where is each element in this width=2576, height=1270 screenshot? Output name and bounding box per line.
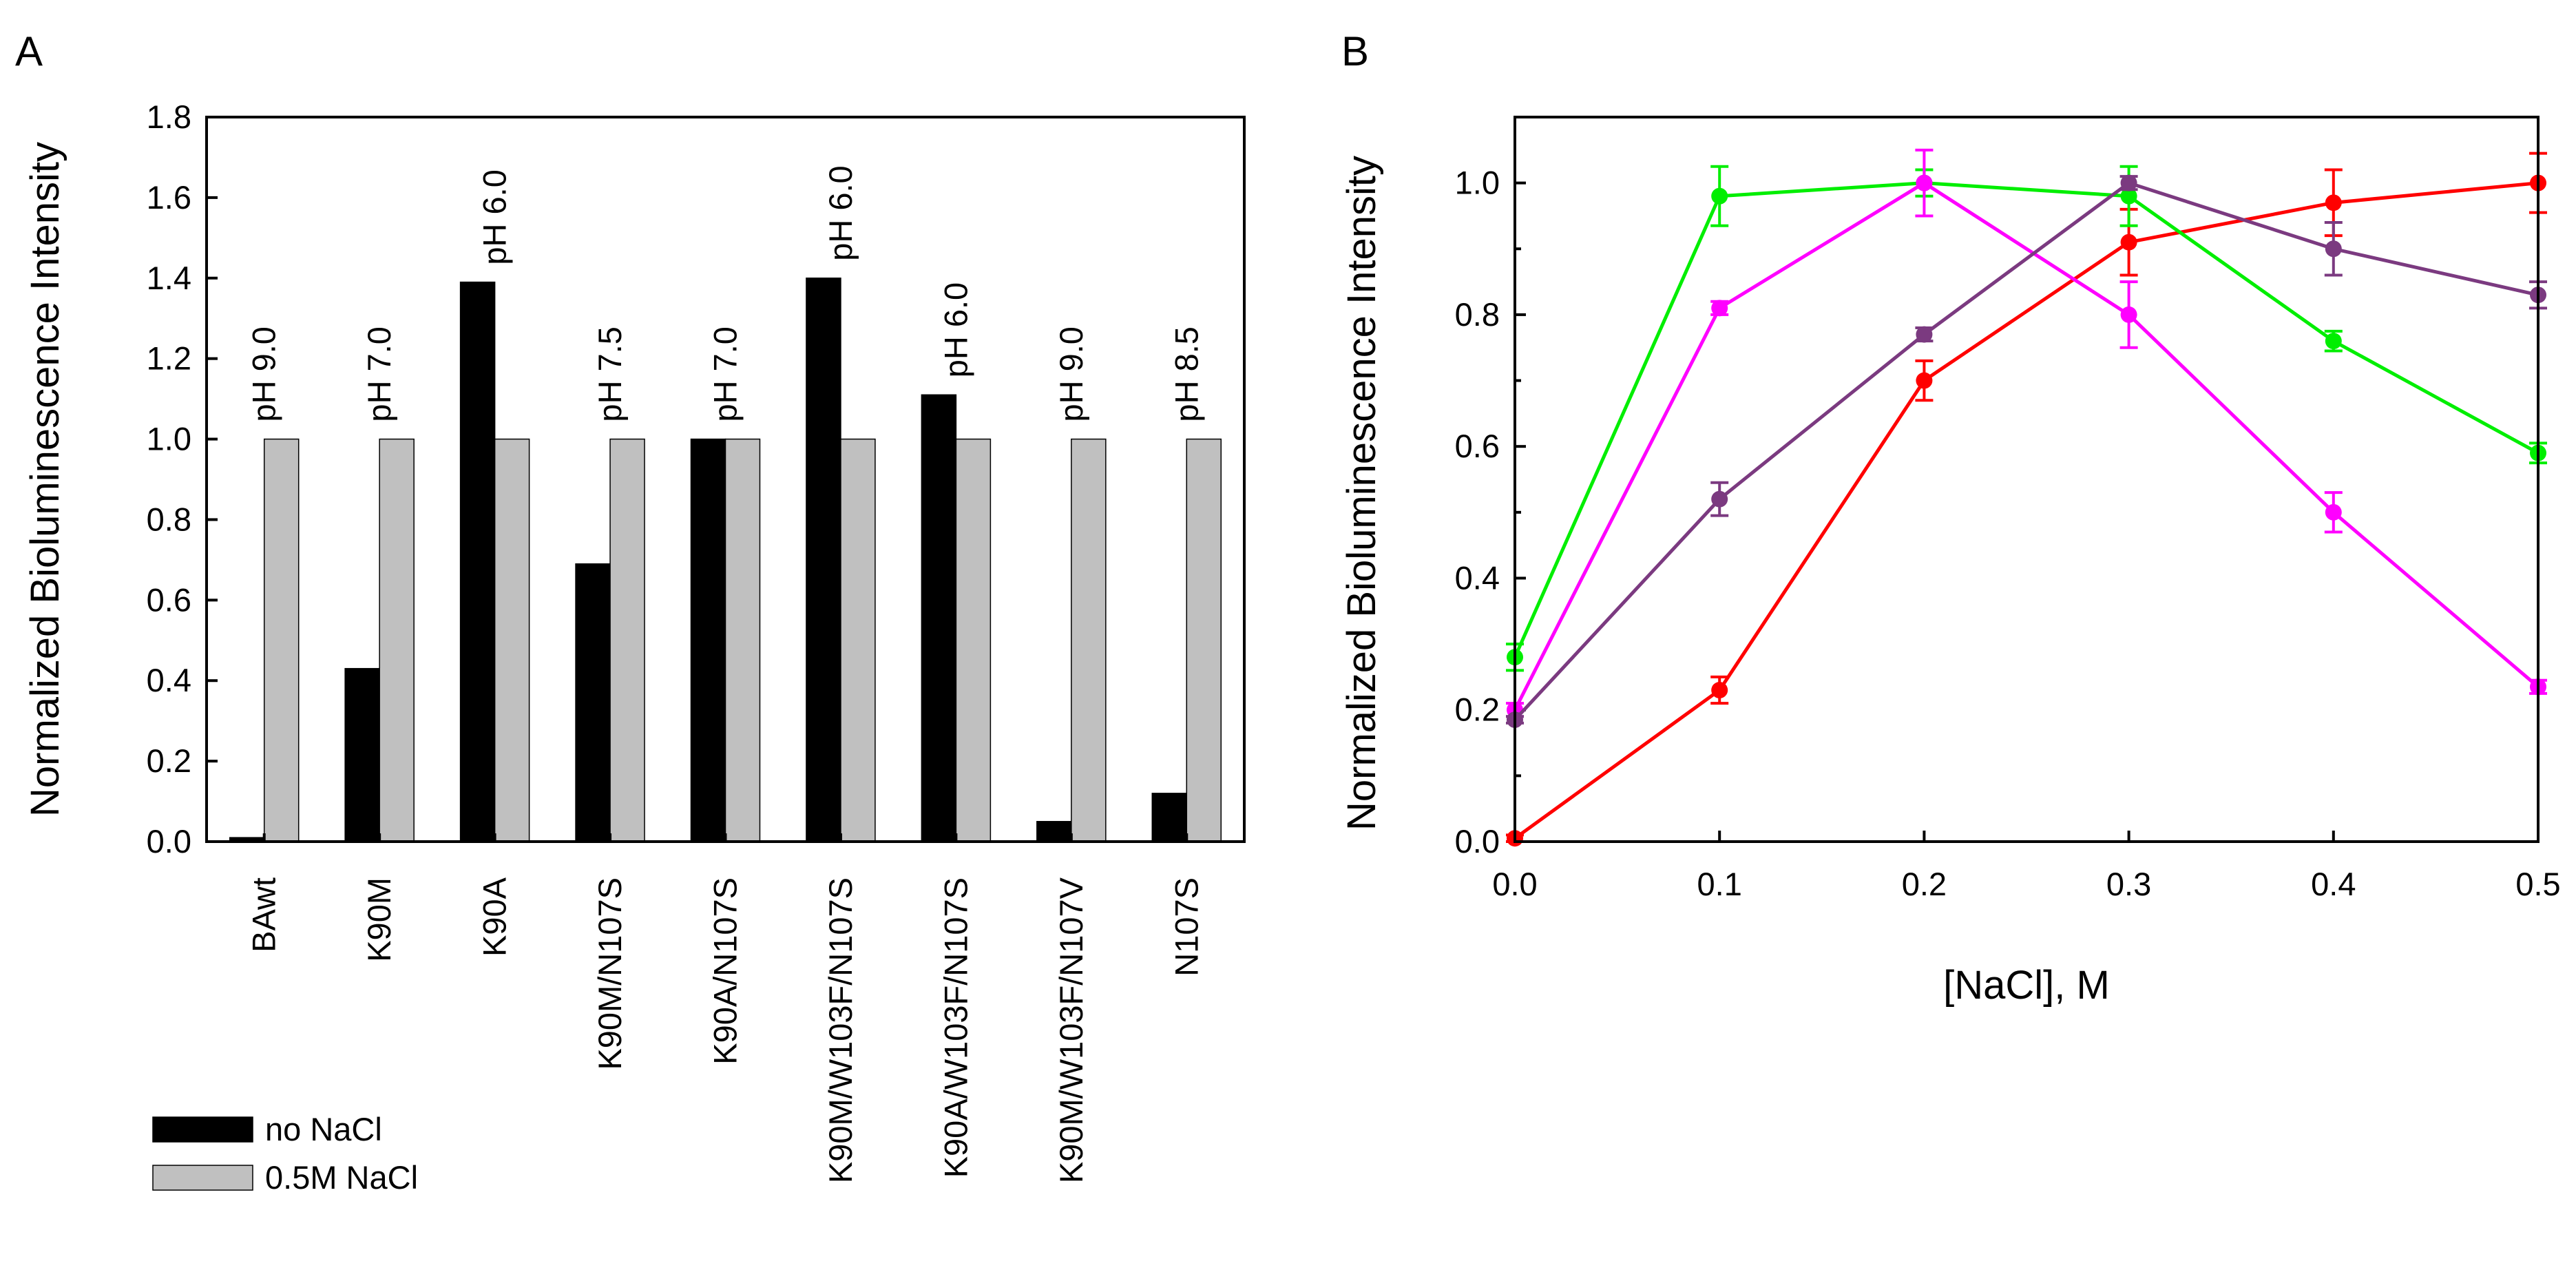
ph-annotation: pH 9.0 — [1053, 326, 1089, 421]
plot-frame-b — [1514, 116, 2540, 843]
series-line — [1514, 181, 2539, 840]
data-point — [2120, 306, 2137, 323]
bar-no-nacl — [690, 438, 726, 842]
ph-annotation: pH 6.0 — [822, 165, 859, 260]
ph-annotation: pH 7.5 — [591, 326, 628, 421]
data-point — [1916, 372, 1933, 389]
y-tick-label: 0.0 — [1455, 823, 1500, 860]
data-point — [1711, 490, 1728, 508]
y-tick-label: 0.4 — [1455, 559, 1500, 596]
y-tick-label: 1.8 — [147, 98, 191, 135]
legend-label-nacl: 0.5M NaCl — [265, 1159, 418, 1196]
y-tick-label: 1.0 — [147, 421, 191, 457]
ph-annotation: pH 8.5 — [1168, 326, 1204, 421]
ph-annotation: pH 7.0 — [707, 326, 744, 421]
bar-no-nacl — [344, 667, 380, 842]
ph-annotation: pH 6.0 — [937, 282, 974, 377]
bar-no-nacl — [921, 394, 957, 842]
category-label: BAwt — [246, 877, 282, 952]
bar-no-nacl — [459, 281, 496, 842]
data-point — [2120, 187, 2137, 205]
y-tick-label: 0.8 — [147, 501, 191, 537]
category-label: K90M/W103F/N107S — [822, 877, 859, 1183]
plot-frame-a — [205, 116, 1246, 843]
x-tick-label: 0.3 — [2106, 866, 2151, 902]
bar-nacl — [724, 438, 761, 842]
bar-no-nacl — [575, 563, 611, 842]
y-axis-title-a: Normalized Bioluminescence Intensity — [23, 142, 67, 817]
category-label: K90A/W103F/N107S — [937, 877, 974, 1178]
data-point — [1916, 174, 1933, 191]
category-label: K90A — [477, 877, 513, 957]
y-tick-label: 1.2 — [147, 340, 191, 377]
bar-nacl — [1071, 438, 1107, 842]
panel-label-b: B — [1341, 28, 1369, 74]
x-tick-label: 0.0 — [1492, 866, 1537, 902]
legend-swatch-nacl — [152, 1165, 253, 1191]
series-line — [1513, 181, 2540, 658]
series-line — [1513, 180, 2540, 711]
data-point — [2325, 240, 2342, 258]
category-label: K90A/N107S — [707, 877, 744, 1065]
data-point — [2325, 503, 2342, 521]
category-label: K90M/W103F/N107V — [1053, 877, 1089, 1183]
y-tick-label: 1.0 — [1455, 165, 1500, 201]
data-point — [1711, 682, 1728, 699]
chart-panel-b: 0.0 0.2 0.4 0.6 0.8 1.0 0.0 0.1 0.2 0.3 0.4 0.5 [NaC… — [1339, 116, 2561, 1008]
category-label: K90M — [361, 877, 397, 962]
panel-label-a: A — [15, 28, 43, 74]
data-point — [1711, 187, 1728, 205]
data-point — [2120, 233, 2137, 251]
y-tick-label: 1.6 — [147, 179, 191, 216]
y-tick-label: 0.2 — [147, 742, 191, 779]
category-label: K90M/N107S — [591, 877, 628, 1070]
x-tick-label: 0.5 — [2515, 866, 2560, 902]
y-tick-label: 0.4 — [147, 662, 191, 698]
bar-no-nacl — [1151, 793, 1188, 842]
x-tick-label: 0.1 — [1697, 866, 1742, 902]
legend-swatch-no-nacl — [152, 1116, 253, 1143]
bar-nacl — [955, 438, 992, 842]
category-label: N107S — [1168, 877, 1204, 977]
bar-nacl — [840, 438, 876, 842]
data-point — [2120, 174, 2137, 191]
bar-nacl — [1186, 438, 1222, 842]
ph-annotation: pH 9.0 — [246, 326, 282, 421]
x-tick-label: 0.2 — [1902, 866, 1947, 902]
x-tick-label: 0.4 — [2311, 866, 2356, 902]
legend-label-no-nacl: no NaCl — [265, 1111, 382, 1147]
ph-annotation: pH 6.0 — [477, 169, 513, 264]
y-tick-label: 0.2 — [1455, 691, 1500, 728]
y-axis-title-b: Normalized Bioluminescence Intensity — [1339, 156, 1384, 831]
y-tick-label: 0.0 — [147, 823, 191, 860]
bar-nacl — [379, 438, 415, 842]
series-line — [1514, 180, 2539, 721]
bar-no-nacl — [806, 278, 841, 842]
y-tick-label: 1.4 — [147, 260, 191, 296]
y-tick-label: 0.6 — [147, 581, 191, 618]
chart-panel-a: 0.0 0.2 0.4 0.6 0.8 1.0 1.2 1.4 1.6 1.8 BAwt pH 9.0… — [23, 98, 1246, 1196]
data-point — [1711, 300, 1728, 317]
data-point — [2325, 333, 2342, 350]
y-tick-label: 0.8 — [1455, 296, 1500, 333]
x-axis-title-b: [NaCl], M — [1943, 963, 2110, 1008]
bar-nacl — [263, 438, 300, 842]
bar-no-nacl — [1036, 821, 1072, 842]
data-point — [1916, 326, 1933, 343]
ph-annotation: pH 7.0 — [361, 326, 397, 421]
bar-nacl — [609, 438, 645, 842]
data-point — [2325, 194, 2342, 211]
bar-nacl — [494, 438, 530, 842]
y-tick-label: 0.6 — [1455, 428, 1500, 464]
